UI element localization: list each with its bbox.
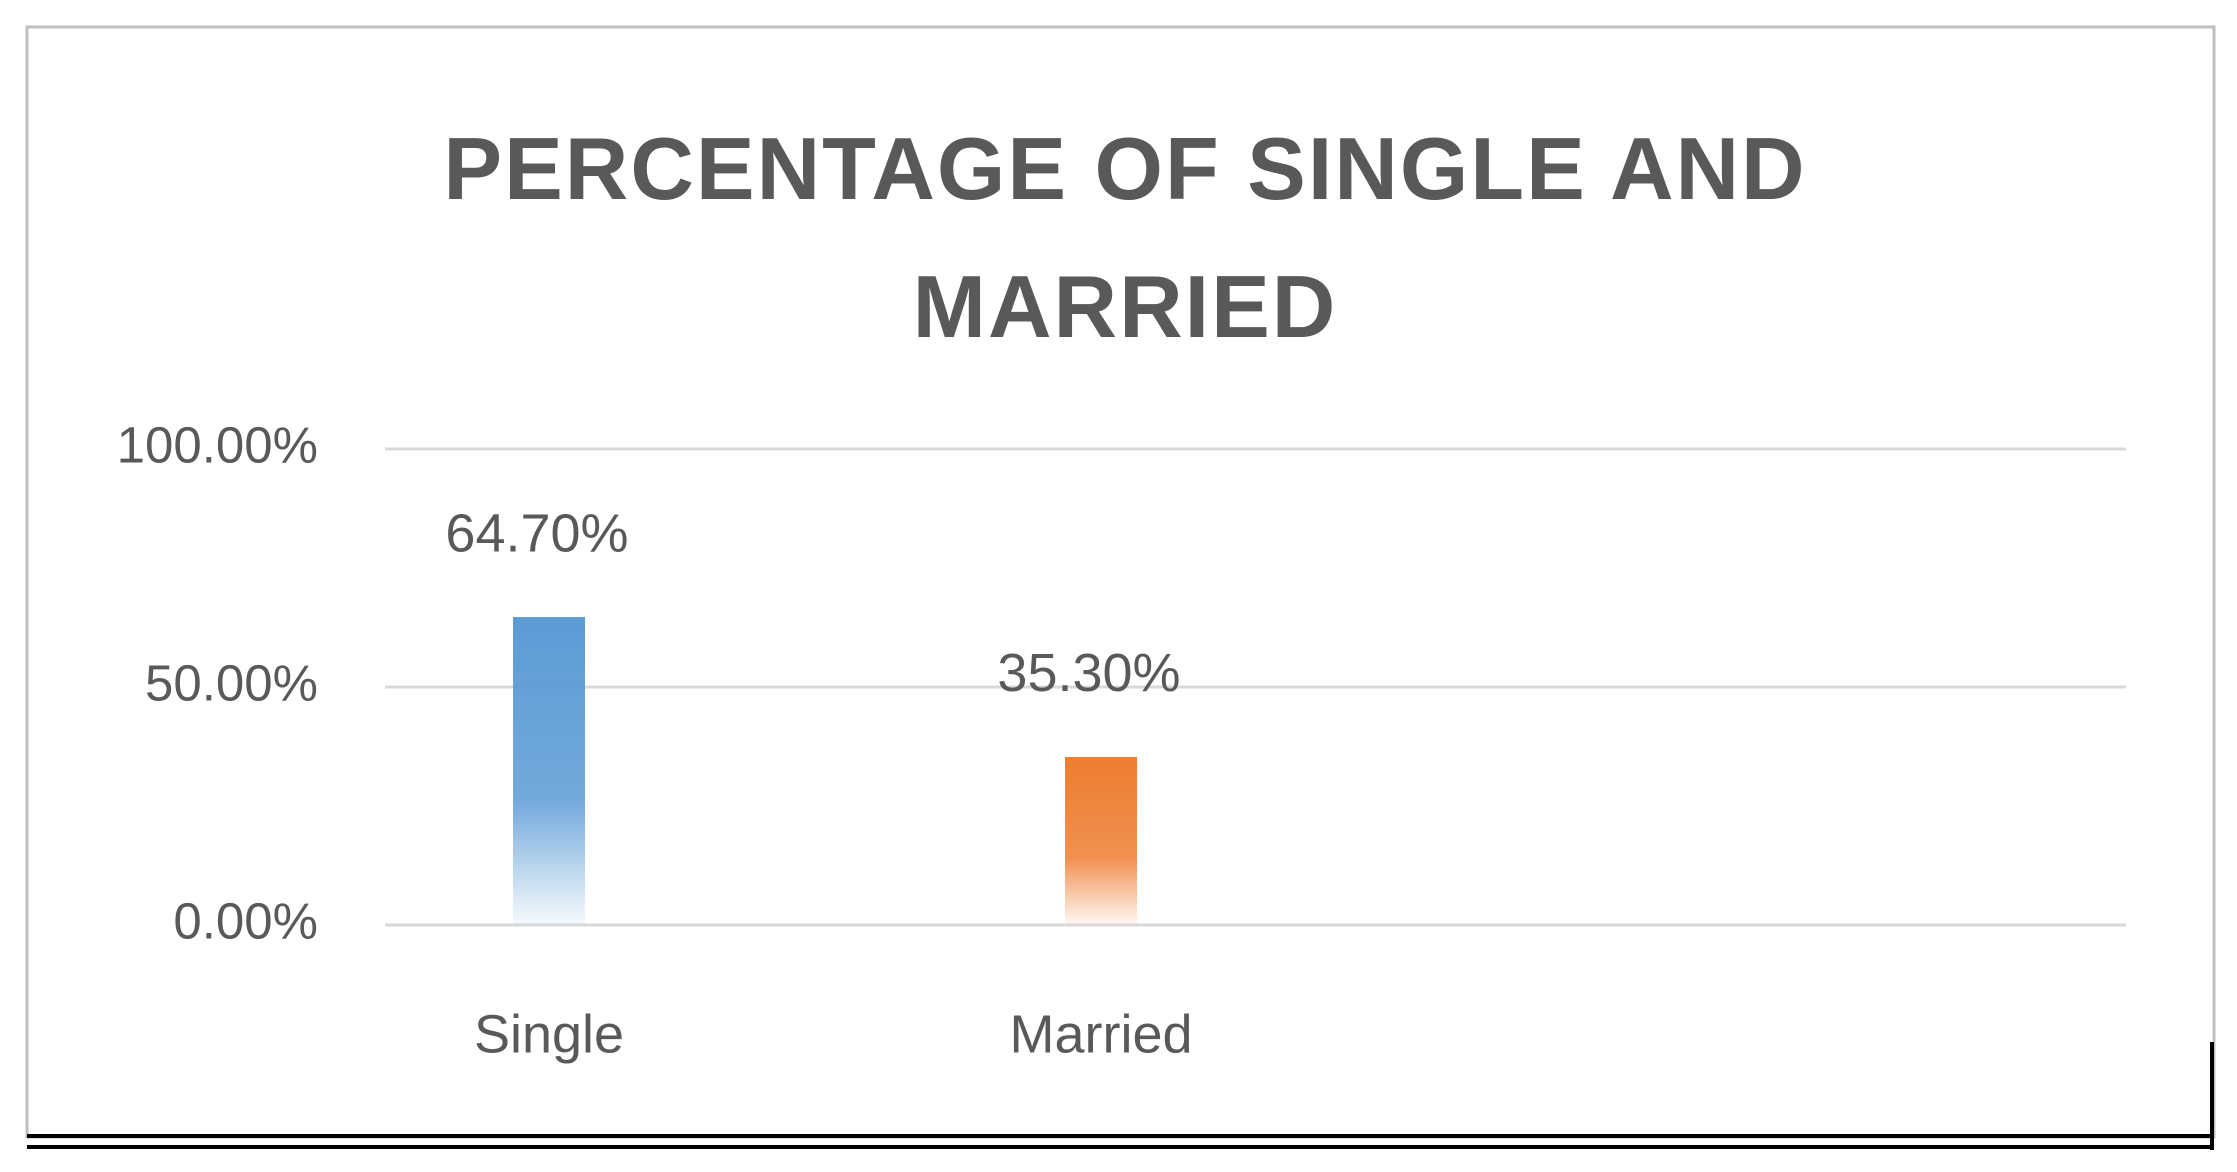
x-tick-label: Married [1009,1004,1192,1064]
y-tick-label: 0.00% [173,892,318,949]
bar [513,617,585,925]
y-tick-label: 50.00% [145,654,318,711]
data-label: 35.30% [997,643,1180,703]
chart-title: PERCENTAGE OF SINGLE AND MARRIED [443,119,1807,356]
bar [1065,756,1137,925]
chart-border [25,25,2216,1139]
y-tick-label: 100.00% [117,416,318,473]
data-label: 64.70% [445,503,628,563]
x-tick-label: Single [474,1004,624,1064]
